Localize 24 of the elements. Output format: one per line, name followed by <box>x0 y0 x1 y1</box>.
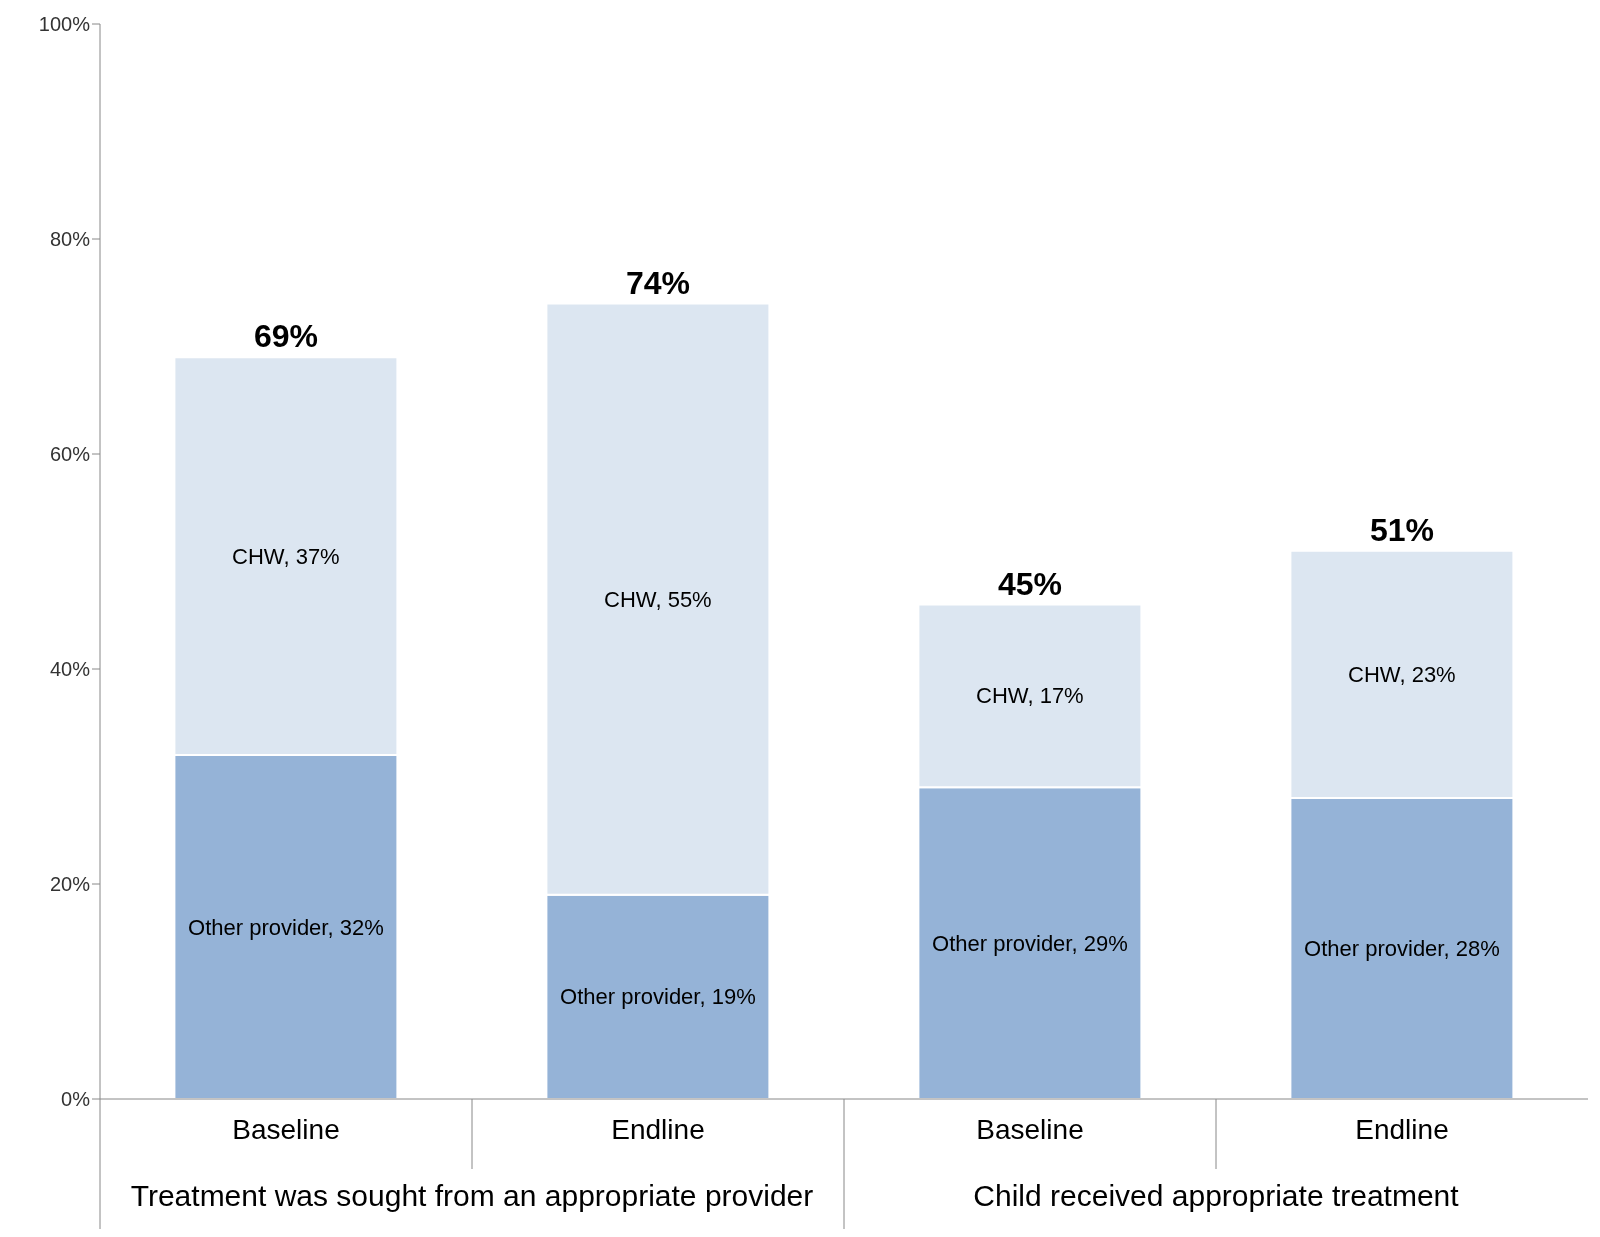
data-label: CHW, 23% <box>1348 661 1456 687</box>
data-label: Other provider, 19% <box>560 984 756 1010</box>
y-tick-label: 0% <box>61 1088 91 1111</box>
y-tick-label: 20% <box>49 873 91 896</box>
data-label: CHW, 37% <box>232 543 340 569</box>
text: Treatment was sought from an appropriate provider <box>129 1179 815 1213</box>
x-tick-label: Baseline <box>976 1113 1084 1145</box>
data-label: Other provider, 28% <box>1304 936 1500 961</box>
y-tick-label: 80% <box>49 228 91 251</box>
y-tick-label: 100% <box>38 13 91 36</box>
y-tick-label: 60% <box>49 443 91 466</box>
data-label: Other provider, 32% <box>188 914 384 940</box>
total-label: 74% <box>625 264 690 301</box>
total-label: 51% <box>1369 511 1434 548</box>
y-tick-label: 40% <box>49 658 91 681</box>
total-label: 69% <box>253 318 318 355</box>
x-tick-label: Baseline <box>232 1113 340 1145</box>
data-label: CHW, 55% <box>604 586 712 612</box>
total-label: 45% <box>997 565 1062 602</box>
data-label: CHW, 17% <box>976 683 1084 709</box>
x-tick-label: Endline <box>1355 1113 1449 1145</box>
x-tick-label: Endline <box>611 1113 705 1145</box>
data-label: Other provider, 29% <box>932 930 1128 956</box>
text: Child received appropriate treatment <box>972 1179 1460 1213</box>
